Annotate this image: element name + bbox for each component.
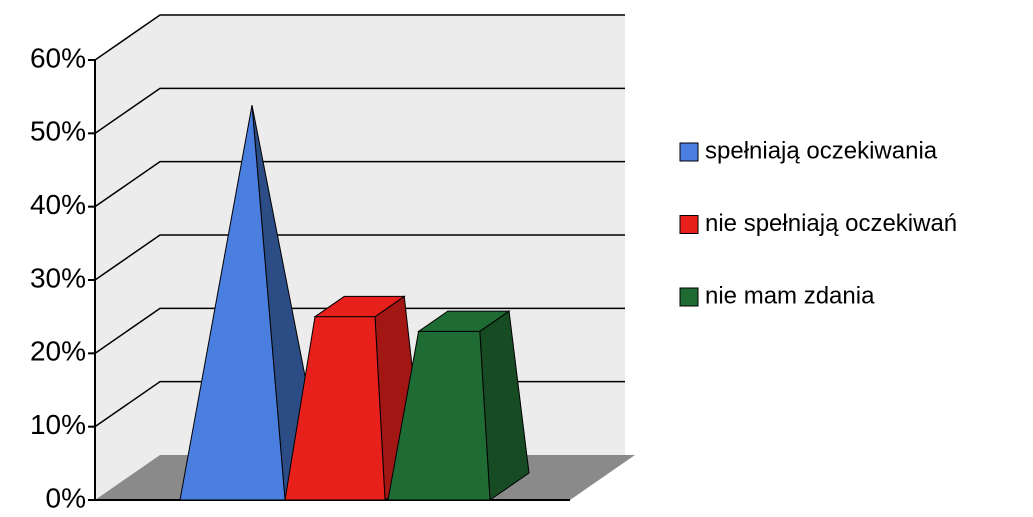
grid-line [94,87,625,134]
y-tick-label: 60% [30,42,86,73]
legend-label: spełniają oczekiwania [705,137,938,164]
y-tick-label: 30% [30,262,86,293]
legend-label: nie spełniają oczekiwań [705,210,957,237]
y-tick-label: 0% [46,482,86,513]
y-tick-label: 40% [30,189,86,220]
legend-swatch [679,287,699,307]
bar-top [313,295,406,318]
grid-line [94,307,625,354]
bar-top [416,310,511,332]
y-tick-label: 10% [30,409,86,440]
grid-line [94,160,625,208]
legend-swatch [679,215,699,234]
grid-line [94,234,625,281]
grid-line [94,14,625,61]
bar-front [179,105,286,501]
legend-label: nie mam zdania [705,282,875,309]
legend-swatch [679,142,699,162]
bar [284,295,425,501]
bar [387,310,530,501]
y-tick-label: 50% [30,116,86,147]
y-tick-label: 20% [30,336,86,367]
